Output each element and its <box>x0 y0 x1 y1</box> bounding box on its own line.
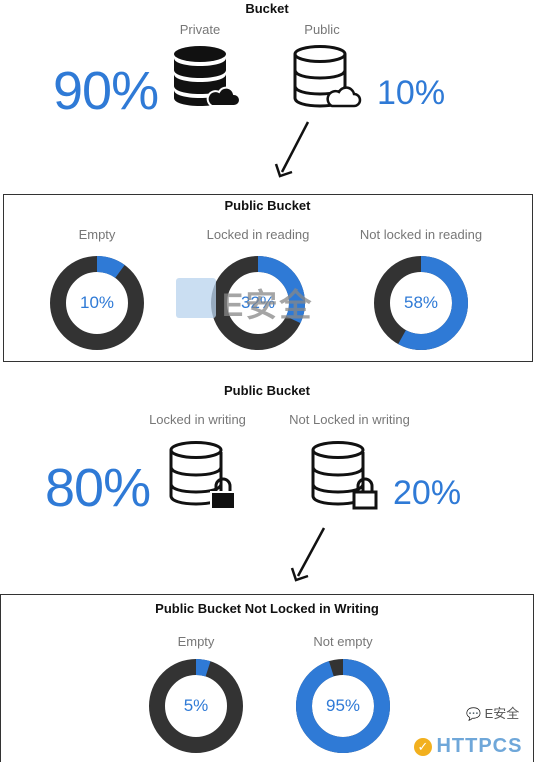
donut-value: 95% <box>325 696 361 715</box>
reading-label-2: Not locked in reading <box>359 227 483 242</box>
check-circle-icon: ✓ <box>414 737 432 756</box>
not-locked-writing-percentage: 20% <box>393 474 462 512</box>
wechat-watermark-text: E安全 <box>484 706 520 721</box>
donut-chart <box>296 659 390 753</box>
donut-value: 10% <box>79 293 115 312</box>
writing-label-0: Empty <box>177 634 215 649</box>
locked-writing-percentage: 80% <box>45 458 151 518</box>
database-cloud-icon <box>174 46 241 107</box>
public-percentage: 10% <box>377 74 446 112</box>
writing-donut-0: 5% <box>148 658 244 754</box>
reading-donut-2: 58% <box>373 255 469 351</box>
wechat-watermark: 💬 E安全 <box>466 703 519 722</box>
writing-label-1: Not empty <box>313 634 373 649</box>
arrow-down-left-icon-2 <box>290 527 326 582</box>
panel-title: Public Bucket Not Locked in Writing <box>155 601 379 616</box>
watermark-text: E安全 <box>222 287 314 323</box>
watermark-center: E安全 <box>176 278 362 323</box>
donut-segment <box>50 256 144 350</box>
donut-value: 32% <box>240 293 276 312</box>
reading-label-0: Empty <box>78 227 116 242</box>
database-lock-outline-icon <box>311 441 378 510</box>
public-label: Public <box>304 22 340 37</box>
public-bucket-title: Public Bucket <box>224 383 310 398</box>
panel-title: Public Bucket <box>224 198 311 213</box>
donut-chart <box>374 256 468 350</box>
private-percentage: 90% <box>53 61 159 121</box>
reading-label-1: Locked in reading <box>206 227 310 242</box>
wechat-icon: 💬 <box>466 707 481 721</box>
donut-chart <box>149 659 243 753</box>
writing-donut-1: 95% <box>295 658 391 754</box>
locked-writing-label: Locked in writing <box>149 412 246 427</box>
bucket-title: Bucket <box>245 1 289 16</box>
donut-value: 5% <box>183 696 209 715</box>
private-label: Private <box>179 22 221 37</box>
arrow-down-left-icon <box>274 121 310 178</box>
donut-chart <box>50 256 144 350</box>
watermark-logo-icon <box>176 278 216 318</box>
not-locked-writing-label: Not Locked in writing <box>289 412 410 427</box>
httpcs-logo-text: HTTPCS <box>436 735 523 757</box>
donut-segment <box>211 256 305 350</box>
reading-donut-1: 32% <box>210 255 306 351</box>
database-cloud-outline-icon <box>293 45 362 108</box>
public-bucket-reading-panel: Public Bucket <box>3 194 533 362</box>
donut-segment <box>374 256 468 350</box>
donut-segment <box>296 659 390 753</box>
donut-segment <box>149 659 243 753</box>
donut-chart <box>211 256 305 350</box>
donut-value: 58% <box>403 293 439 312</box>
httpcs-logo: ✓ HTTPCS <box>414 735 522 758</box>
database-lock-icon <box>169 441 236 510</box>
reading-donut-0: 10% <box>49 255 145 351</box>
